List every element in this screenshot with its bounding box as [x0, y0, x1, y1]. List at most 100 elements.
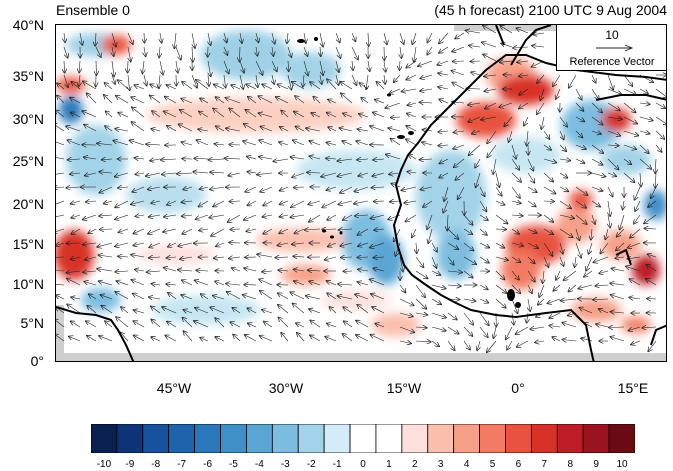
- wind-vector: [437, 60, 449, 65]
- wind-vector: [180, 257, 193, 259]
- wind-vector: [259, 336, 273, 342]
- wind-vector: [595, 285, 609, 286]
- wind-vector: [224, 46, 228, 55]
- wind-vector: [131, 255, 145, 257]
- wind-vector: [575, 242, 581, 258]
- wind-vector: [225, 128, 241, 131]
- wind-vector: [194, 280, 209, 286]
- wind-vector: [352, 32, 356, 42]
- wind-vector: [399, 298, 414, 306]
- wind-vector: [468, 103, 481, 105]
- wind-vector: [100, 295, 113, 300]
- wind-vector: [112, 46, 114, 56]
- wind-vector: [359, 83, 369, 90]
- colorbar-cell: [91, 424, 118, 453]
- wind-vector: [370, 126, 385, 132]
- wind-vector: [427, 32, 433, 43]
- wind-vector: [487, 340, 497, 353]
- wind-vector: [57, 83, 65, 90]
- wind-vector: [83, 271, 97, 272]
- wind-vector: [115, 200, 129, 208]
- wind-vector: [181, 201, 193, 202]
- wind-vector: [272, 74, 274, 84]
- wind-vector: [163, 111, 177, 118]
- wind-vector: [279, 215, 289, 217]
- wind-vector: [415, 341, 431, 342]
- wind-vector: [159, 46, 160, 58]
- wind-vector: [128, 60, 129, 73]
- wind-vector: [310, 320, 321, 328]
- wind-vector: [575, 214, 587, 224]
- wind-vector: [596, 324, 609, 327]
- wind-vector: [399, 32, 404, 44]
- wind-vector: [196, 140, 209, 146]
- wind-vector: [406, 139, 417, 146]
- wind-vector: [67, 140, 81, 146]
- wind-vector: [134, 85, 145, 90]
- wind-vector: [56, 256, 65, 258]
- wind-vector: [482, 42, 497, 48]
- wind-vector: [99, 172, 113, 173]
- wind-vector: [82, 214, 97, 220]
- wind-vector: [343, 113, 353, 118]
- wind-vector: [337, 172, 353, 176]
- wind-vector: [71, 228, 81, 234]
- wind-vector: [99, 229, 113, 230]
- wind-vector: [591, 116, 603, 125]
- wind-vector: [549, 326, 561, 328]
- wind-vector: [532, 46, 545, 47]
- wind-vector: [228, 257, 241, 259]
- wind-vector: [644, 228, 657, 229]
- wind-vector: [626, 266, 641, 272]
- wind-vector: [322, 229, 337, 230]
- wind-vector: [134, 269, 145, 271]
- wind-vector: [166, 284, 177, 285]
- wind-vector: [406, 60, 417, 68]
- wind-vector: [200, 98, 209, 104]
- wind-vector: [229, 108, 241, 118]
- wind-vector: [370, 335, 385, 342]
- wind-vector: [575, 144, 586, 149]
- wind-vector: [56, 319, 65, 328]
- wind-vector: [128, 46, 131, 62]
- wind-vector: [322, 200, 337, 208]
- wind-vector: [646, 265, 657, 272]
- wind-vector: [336, 60, 339, 73]
- wind-vector: [67, 304, 81, 314]
- wind-vector: [385, 154, 401, 160]
- wind-vector: [419, 159, 433, 160]
- wind-vector: [118, 187, 129, 188]
- wind-vector: [295, 126, 305, 132]
- wind-vector: [399, 256, 403, 272]
- wind-vector: [407, 172, 417, 174]
- wind-vector: [64, 32, 65, 43]
- wind-vector: [415, 270, 428, 279]
- wind-vector: [493, 326, 496, 339]
- wind-vector: [431, 340, 439, 347]
- wind-vector: [568, 284, 577, 292]
- colorbar-cell: [582, 424, 610, 453]
- wind-vector: [80, 32, 82, 45]
- wind-vector: [452, 82, 465, 90]
- wind-vector: [262, 215, 273, 217]
- wind-vector: [493, 158, 496, 174]
- wind-vector: [342, 141, 353, 146]
- wind-vector: [150, 84, 161, 90]
- wind-vector: [543, 158, 557, 163]
- wind-vector: [484, 89, 497, 91]
- wind-vector: [229, 145, 241, 146]
- wind-vector: [340, 186, 353, 193]
- wind-vector: [296, 323, 305, 328]
- wind-vector: [465, 30, 481, 33]
- wind-vector: [134, 158, 145, 159]
- wind-vector: [151, 201, 161, 203]
- wind-vector: [225, 98, 241, 104]
- wind-vector: [262, 84, 273, 90]
- wind-vector: [559, 228, 573, 238]
- lat-label-10n: 10°N: [12, 276, 44, 292]
- wind-vector: [208, 32, 211, 46]
- wind-vector: [575, 102, 584, 111]
- wind-vector: [357, 228, 369, 235]
- wind-vector: [149, 257, 161, 258]
- wind-vector: [431, 256, 437, 268]
